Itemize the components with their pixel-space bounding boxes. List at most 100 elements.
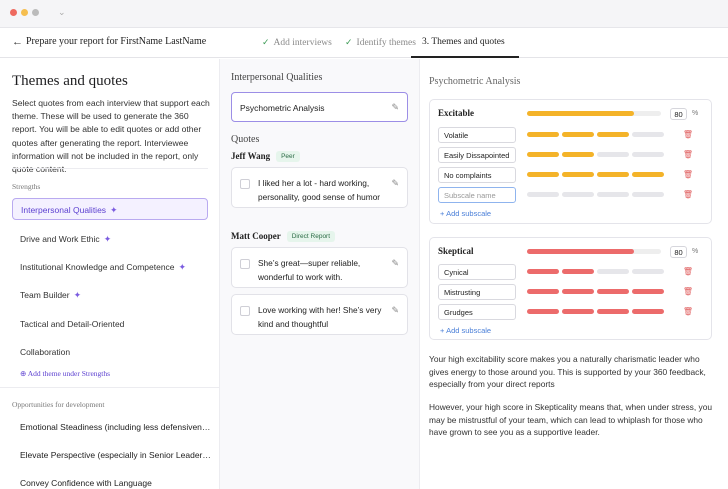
active-step-underline: [411, 56, 519, 58]
level-segment: [562, 152, 594, 157]
step-themes-and-quotes[interactable]: 3. Themes and quotes: [422, 37, 505, 47]
sparkle-icon: ✦: [110, 205, 118, 215]
trash-icon[interactable]: 🗑: [682, 267, 694, 276]
level-segment: [527, 269, 559, 274]
level-segment: [597, 132, 629, 137]
add-subscale-label: Add subscale: [446, 326, 492, 335]
theme-label: Collaboration: [20, 347, 71, 357]
subscale-field[interactable]: Mistrusting: [438, 284, 516, 300]
pencil-icon[interactable]: ✎: [391, 305, 399, 315]
level-segment: [527, 152, 559, 157]
role-badge: Peer: [276, 151, 300, 162]
level-segment: [632, 269, 664, 274]
theme-label: Team Builder: [20, 290, 70, 300]
quote-checkbox[interactable]: [240, 306, 250, 316]
pencil-icon[interactable]: ✎: [391, 102, 399, 112]
subscale-level: [527, 192, 664, 197]
subscale-field[interactable]: Cynical: [438, 264, 516, 280]
theme-label: Drive and Work Ethic: [20, 234, 100, 244]
subscale-field[interactable]: Grudges: [438, 304, 516, 320]
level-segment: [597, 269, 629, 274]
trash-icon[interactable]: 🗑: [682, 150, 694, 159]
level-segment: [527, 192, 559, 197]
role-badge: Direct Report: [286, 231, 336, 242]
chevron-down-icon[interactable]: ⌄: [58, 7, 66, 17]
theme-label: Institutional Knowledge and Competence: [20, 262, 175, 272]
percent-label: %: [692, 248, 699, 255]
plus-icon: +: [440, 209, 447, 218]
level-segment: [527, 309, 559, 314]
trash-icon[interactable]: 🗑: [682, 190, 694, 199]
scale-bar: [527, 111, 661, 116]
subscale-field[interactable]: Easily Dissapointed: [438, 147, 516, 163]
theme-label: Tactical and Detail-Oriented: [20, 319, 125, 329]
level-segment: [632, 172, 664, 177]
opportunities-label: Opportunities for development: [12, 400, 105, 409]
theme-label: Interpersonal Qualities: [21, 205, 107, 215]
trash-icon[interactable]: 🗑: [682, 130, 694, 139]
subscale-level: [527, 172, 664, 177]
score-input[interactable]: 80: [670, 108, 687, 120]
zoom-window-button[interactable]: [32, 9, 39, 16]
add-subscale-button[interactable]: + Add subscale: [440, 209, 491, 218]
new-subscale-input[interactable]: Subscale name: [438, 187, 516, 203]
step-label: Add interviews: [273, 38, 332, 48]
analysis-select[interactable]: Psychometric Analysis ✎: [231, 92, 408, 122]
level-segment: [527, 289, 559, 294]
window-chrome: ⌄: [0, 0, 728, 28]
plus-icon: +: [440, 326, 447, 335]
quote-checkbox[interactable]: [240, 259, 250, 269]
level-segment: [632, 289, 664, 294]
trash-icon[interactable]: 🗑: [682, 287, 694, 296]
trash-icon[interactable]: 🗑: [682, 307, 694, 316]
sidebar-item-elevate-perspective[interactable]: Elevate Perspective (especially in Senio…: [20, 450, 210, 460]
sidebar-item-interpersonal-qualities[interactable]: Interpersonal Qualities ✦: [12, 198, 208, 220]
sidebar-item-collaboration[interactable]: Collaboration: [12, 340, 208, 362]
divider: [0, 387, 219, 388]
sidebar-item-team-builder[interactable]: Team Builder ✦: [12, 283, 208, 305]
theme-heading: Interpersonal Qualities: [231, 72, 323, 83]
subscale-level: [527, 309, 664, 314]
person-name: Jeff Wang: [231, 151, 271, 161]
step-label: Identify themes: [356, 38, 416, 48]
trash-icon[interactable]: 🗑: [682, 170, 694, 179]
level-segment: [562, 192, 594, 197]
sidebar-item-emotional-steadiness[interactable]: Emotional Steadiness (including less def…: [20, 422, 210, 432]
subscale-level: [527, 152, 664, 157]
quote-card[interactable]: She’s great—super reliable, wonderful to…: [231, 247, 408, 288]
score-input[interactable]: 80: [670, 246, 687, 258]
level-segment: [632, 192, 664, 197]
divider: [12, 168, 208, 169]
sidebar-item-drive-and-work-ethic[interactable]: Drive and Work Ethic ✦: [12, 227, 208, 249]
add-subscale-label: Add subscale: [446, 209, 492, 218]
close-window-button[interactable]: [10, 9, 17, 16]
level-segment: [527, 172, 559, 177]
quote-card[interactable]: I liked her a lot - hard working, person…: [231, 167, 408, 208]
subscale-field[interactable]: Volatile: [438, 127, 516, 143]
arrow-left-icon[interactable]: ←: [12, 36, 23, 48]
quote-text: She’s great—super reliable, wonderful to…: [258, 258, 361, 282]
level-segment: [632, 309, 664, 314]
add-subscale-button[interactable]: + Add subscale: [440, 326, 491, 335]
subscale-level: [527, 269, 664, 274]
minimize-window-button[interactable]: [21, 9, 28, 16]
percent-label: %: [692, 110, 699, 117]
level-segment: [562, 132, 594, 137]
strengths-label: Strengths: [12, 182, 41, 191]
psychometric-panel: Psychometric Analysis Excitable 80 % Vol…: [420, 59, 728, 489]
sidebar-item-tactical[interactable]: Tactical and Detail-Oriented: [12, 312, 208, 334]
level-segment: [562, 309, 594, 314]
sidebar-item-convey-confidence[interactable]: Convey Confidence with Language: [20, 478, 152, 488]
sidebar-item-institutional-knowledge[interactable]: Institutional Knowledge and Competence ✦: [12, 255, 208, 277]
quote-checkbox[interactable]: [240, 179, 250, 189]
add-theme-button[interactable]: ⊕ Add theme under Strengths: [20, 369, 110, 378]
subscale-field[interactable]: No complaints: [438, 167, 516, 183]
step-identify-themes[interactable]: ✓ Identify themes: [345, 37, 416, 48]
top-bar: ← Prepare your report for FirstName Last…: [0, 28, 728, 58]
pencil-icon[interactable]: ✎: [391, 258, 399, 268]
pencil-icon[interactable]: ✎: [391, 178, 399, 188]
analysis-select-value: Psychometric Analysis: [240, 103, 325, 113]
quote-card[interactable]: Love working with her! She’s very kind a…: [231, 294, 408, 335]
sidebar-description: Select quotes from each interview that s…: [12, 98, 210, 175]
step-add-interviews[interactable]: ✓ Add interviews: [262, 37, 332, 48]
